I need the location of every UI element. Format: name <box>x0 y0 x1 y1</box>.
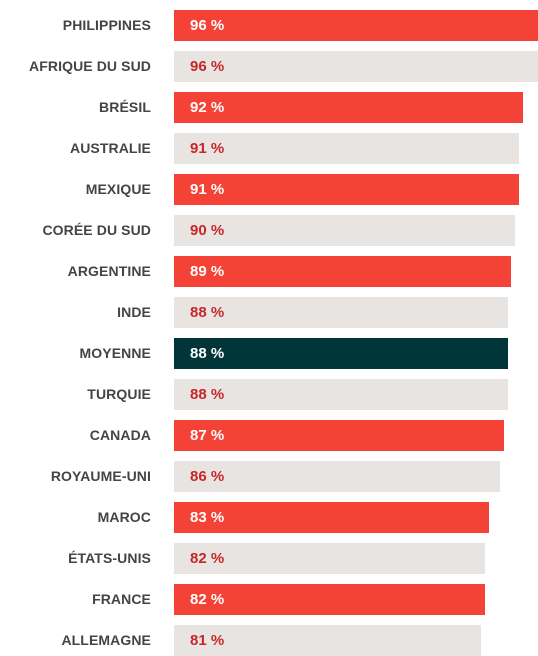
bar <box>174 420 504 451</box>
bar-row: CORÉE DU SUD 90 % <box>0 215 538 246</box>
bar-row: MOYENNE 88 % <box>0 338 538 369</box>
bar <box>174 215 515 246</box>
category-label: ALLEMAGNE <box>61 632 151 648</box>
category-label: CANADA <box>89 427 151 443</box>
category-label: FRANCE <box>92 591 151 607</box>
value-label: 88 % <box>190 386 225 403</box>
value-label: 91 % <box>190 181 225 198</box>
category-label: ARGENTINE <box>67 263 151 279</box>
value-label: 87 % <box>190 427 225 444</box>
bar-row: BRÉSIL 92 % <box>0 92 538 123</box>
bar <box>174 338 508 369</box>
value-label: 90 % <box>190 222 225 239</box>
bar-row: ÉTATS-UNIS 82 % <box>0 543 538 574</box>
bar-row: TURQUIE 88 % <box>0 379 538 410</box>
bar-row: AFRIQUE DU SUD 96 % <box>0 51 538 82</box>
bar <box>174 461 500 492</box>
value-label: 86 % <box>190 468 225 485</box>
bar <box>174 297 508 328</box>
bar-row: MAROC 83 % <box>0 502 538 533</box>
bar <box>174 133 519 164</box>
category-label: MAROC <box>97 509 151 525</box>
category-label: AUSTRALIE <box>69 140 151 156</box>
category-label: INDE <box>117 304 151 320</box>
bar <box>174 379 508 410</box>
bar-row: ARGENTINE 89 % <box>0 256 538 287</box>
bar-row: INDE 88 % <box>0 297 538 328</box>
value-label: 82 % <box>190 591 225 608</box>
bar-row: FRANCE 82 % <box>0 584 538 615</box>
value-label: 96 % <box>190 58 225 75</box>
category-label: ROYAUME-UNI <box>50 468 151 484</box>
bar-row: ROYAUME-UNI 86 % <box>0 461 538 492</box>
category-label: PHILIPPINES <box>62 17 151 33</box>
bar-row: AUSTRALIE 91 % <box>0 133 538 164</box>
bar-row: PHILIPPINES 96 % <box>0 10 538 41</box>
value-label: 82 % <box>190 550 225 567</box>
category-label: ÉTATS-UNIS <box>68 550 151 566</box>
bar <box>174 174 519 205</box>
category-label: TURQUIE <box>87 386 151 402</box>
bar <box>174 502 489 533</box>
category-label: AFRIQUE DU SUD <box>29 58 151 74</box>
bar <box>174 584 485 615</box>
category-label: MEXIQUE <box>85 181 151 197</box>
value-label: 83 % <box>190 509 225 526</box>
value-label: 81 % <box>190 632 225 649</box>
bar <box>174 92 523 123</box>
value-label: 96 % <box>190 17 225 34</box>
bar <box>174 256 511 287</box>
bar-row: MEXIQUE 91 % <box>0 174 538 205</box>
bar <box>174 51 538 82</box>
value-label: 91 % <box>190 140 225 157</box>
value-label: 88 % <box>190 304 225 321</box>
bar-row: ALLEMAGNE 81 % <box>0 625 538 656</box>
category-label: CORÉE DU SUD <box>42 222 151 238</box>
value-label: 92 % <box>190 99 225 116</box>
value-label: 89 % <box>190 263 225 280</box>
bar <box>174 10 538 41</box>
bar <box>174 543 485 574</box>
category-label: MOYENNE <box>79 345 151 361</box>
category-label: BRÉSIL <box>99 99 151 115</box>
bar-row: CANADA 87 % <box>0 420 538 451</box>
value-label: 88 % <box>190 345 225 362</box>
